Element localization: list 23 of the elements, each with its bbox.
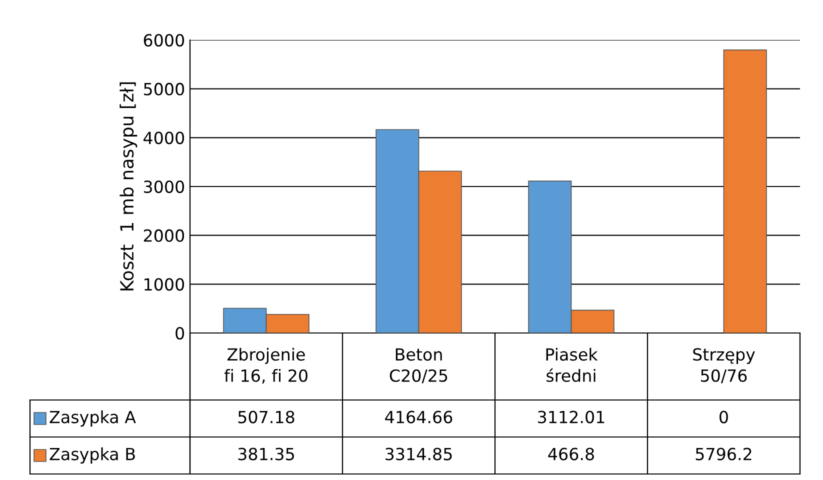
y-tick-label: 0 [176, 326, 184, 340]
data-label: 507.18 [238, 410, 294, 424]
x-tick-label: Strzępy 50/76 [693, 348, 755, 384]
data-label: 381.35 [238, 448, 294, 460]
y-tick-label: 1000 [144, 278, 184, 291]
x-tick-label: Beton C20/25 [390, 348, 448, 384]
data-label: 466.8 [548, 448, 594, 460]
data-label: 0 [720, 410, 728, 424]
y-axis-title: Koszt 1 mb nasypu [zł] [120, 82, 138, 290]
data-label: 3112.01 [538, 410, 604, 424]
legend-label: Zasypka B [50, 447, 135, 464]
y-tick-label: 6000 [144, 34, 184, 47]
y-tick-label: 2000 [144, 229, 184, 242]
legend-label: Zasypka A [50, 410, 136, 427]
data-label: 4164.66 [385, 410, 452, 424]
y-tick-label: 4000 [144, 132, 184, 144]
x-tick-label: Piasek średni [546, 348, 598, 382]
bar [723, 50, 767, 333]
data-label: 5796.2 [696, 448, 752, 460]
data-label: 3314.85 [386, 448, 452, 460]
x-tick-label: Zbrojenie fi 16, fi 20 [224, 348, 308, 384]
y-tick-label: 5000 [144, 82, 184, 96]
y-tick-label: 3000 [144, 180, 184, 194]
